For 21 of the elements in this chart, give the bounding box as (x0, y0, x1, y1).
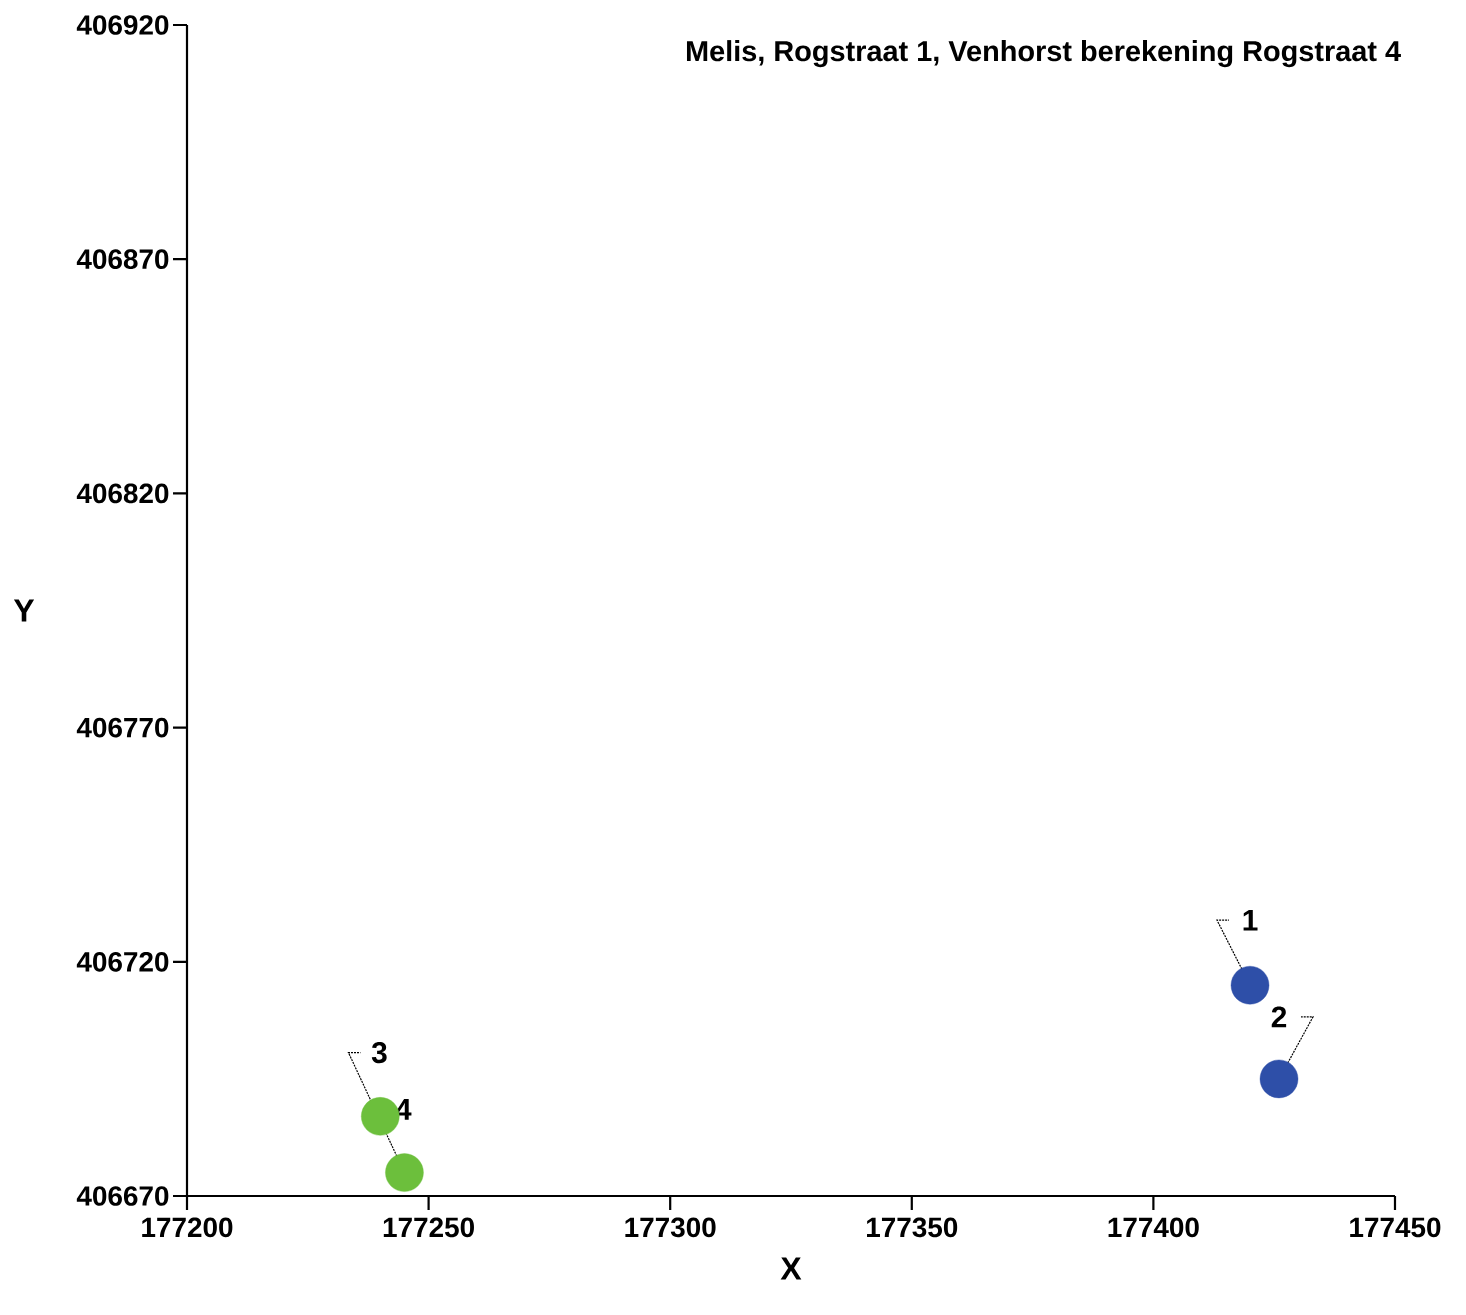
y-tick-label: 406920 (76, 15, 169, 35)
annotation: 2 (1271, 1006, 1287, 1028)
x-tick-label: 177250 (383, 1217, 474, 1238)
y-tick-label: 406670 (76, 1186, 169, 1206)
point (1230, 966, 1270, 1005)
annotation: 3 (371, 1041, 387, 1064)
y-tick-label: 406820 (76, 483, 169, 504)
y-axis-title: Y (13, 599, 35, 622)
x-tick-label: 177300 (625, 1217, 716, 1238)
x-axis-title: X (780, 1257, 802, 1280)
x-tick-label: 177400 (1108, 1217, 1199, 1238)
chart-title: Melis, Rogstraat 1, Venhorst berekening Rogstraat 4 (686, 40, 1401, 68)
x-tick-label: 177450 (1350, 1217, 1441, 1238)
annotation: 1 (1243, 909, 1258, 931)
y-tick-label: 406870 (76, 249, 169, 270)
y-tick-label: 406720 (76, 951, 169, 972)
point (1259, 1059, 1299, 1099)
y-tick-label: 406770 (76, 717, 169, 738)
point (385, 1153, 424, 1192)
x-tick-label: 177200 (142, 1217, 233, 1238)
x-tick-label: 177350 (867, 1217, 958, 1238)
